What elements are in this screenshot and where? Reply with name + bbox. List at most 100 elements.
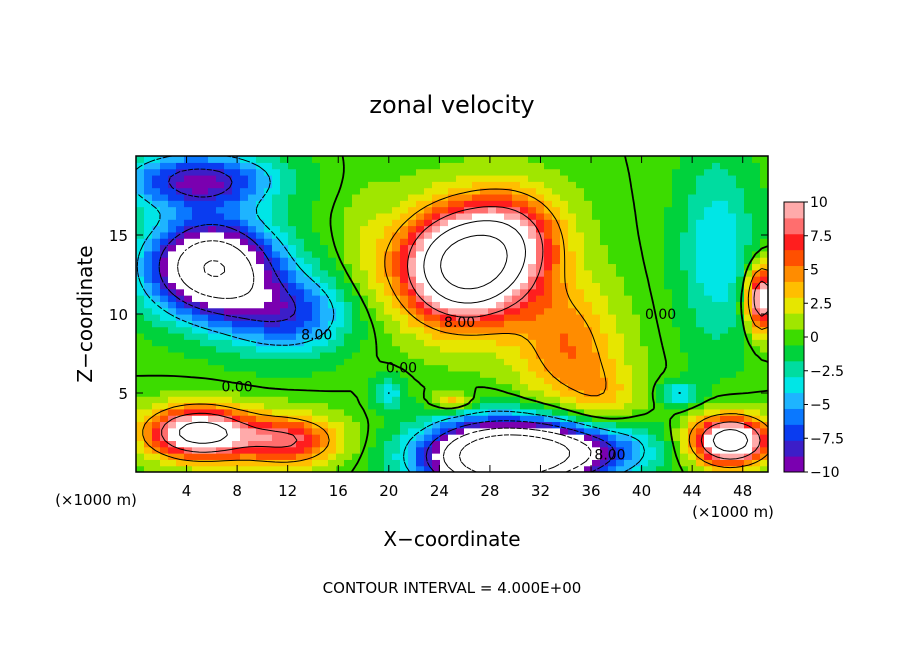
- heat-cell: [584, 156, 593, 163]
- heat-cell: [512, 314, 521, 321]
- heat-cell: [248, 174, 257, 182]
- heat-cell: [272, 446, 281, 454]
- heat-cell: [304, 396, 313, 404]
- heat-cell: [184, 250, 193, 258]
- heat-cell: [432, 276, 441, 283]
- heat-cell: [632, 282, 641, 290]
- heat-cell: [392, 301, 401, 309]
- heat-cell: [480, 389, 489, 397]
- heat-cell: [384, 326, 393, 334]
- heat-cell: [456, 200, 465, 208]
- heat-cell: [424, 206, 433, 214]
- heat-cell: [680, 320, 689, 328]
- heat-cell: [136, 459, 145, 467]
- heat-cell: [752, 156, 761, 163]
- heat-cell: [616, 181, 625, 189]
- heat-cell: [760, 238, 768, 246]
- heat-cell: [216, 231, 225, 239]
- heat-cell: [704, 212, 713, 220]
- heat-cell: [264, 282, 273, 290]
- heat-cell: [344, 440, 353, 448]
- heat-cell: [728, 231, 737, 239]
- heat-cell: [288, 257, 297, 265]
- heat-cell: [160, 377, 169, 385]
- heat-cell: [448, 225, 457, 233]
- heat-cell: [192, 282, 201, 290]
- heat-cell: [696, 453, 705, 460]
- heat-cell: [176, 345, 185, 353]
- heat-cell: [624, 345, 633, 353]
- heat-cell: [240, 402, 249, 410]
- heat-cell: [264, 383, 273, 391]
- heat-cell: [624, 288, 633, 296]
- heat-cell: [472, 187, 481, 195]
- heat-cell: [312, 244, 321, 252]
- heat-cell: [488, 206, 497, 214]
- heat-cell: [496, 434, 505, 441]
- heat-cell: [240, 231, 249, 239]
- heat-cell: [720, 288, 729, 296]
- heat-cell: [720, 345, 729, 353]
- heat-cell: [480, 162, 489, 170]
- heat-cell: [352, 364, 361, 372]
- heat-cell: [368, 206, 377, 214]
- heat-cell: [424, 288, 433, 296]
- heat-cell: [192, 332, 201, 340]
- heat-cell: [368, 244, 377, 252]
- heat-cell: [744, 402, 753, 410]
- heat-cell: [168, 219, 177, 227]
- heat-cell: [656, 307, 665, 315]
- heat-cell: [288, 408, 297, 416]
- heat-cell: [336, 446, 345, 454]
- heat-cell: [376, 377, 385, 385]
- heat-cell: [576, 351, 585, 359]
- heat-cell: [160, 193, 169, 201]
- heat-cell: [136, 187, 145, 195]
- heat-cell: [272, 383, 281, 391]
- heat-cell: [176, 295, 185, 302]
- heat-cell: [712, 389, 721, 397]
- heat-cell: [408, 231, 417, 239]
- heat-cell: [520, 295, 529, 302]
- heat-cell: [368, 288, 377, 296]
- heat-cell: [480, 168, 489, 176]
- heat-cell: [608, 465, 617, 472]
- heat-cell: [640, 301, 649, 309]
- heat-cell: [376, 269, 385, 277]
- heat-cell: [160, 288, 169, 296]
- heat-cell: [576, 320, 585, 328]
- heat-cell: [408, 276, 417, 283]
- heat-cell: [760, 263, 768, 271]
- heat-cell: [624, 383, 633, 391]
- heat-cell: [360, 459, 369, 467]
- heat-cell: [384, 383, 393, 391]
- heat-cell: [640, 187, 649, 195]
- heat-cell: [496, 263, 505, 271]
- heat-cell: [352, 465, 361, 472]
- heat-cell: [408, 440, 417, 448]
- heat-cell: [760, 187, 768, 195]
- heat-cell: [400, 351, 409, 359]
- heat-cell: [440, 276, 449, 283]
- heat-cell: [200, 206, 209, 214]
- heat-cell: [280, 446, 289, 454]
- heat-cell: [704, 408, 713, 416]
- heat-cell: [192, 326, 201, 334]
- heat-cell: [224, 307, 233, 315]
- heat-cell: [176, 314, 185, 321]
- heat-cell: [264, 339, 273, 347]
- heat-cell: [592, 212, 601, 220]
- heat-cell: [696, 408, 705, 416]
- heat-cell: [560, 288, 569, 296]
- heat-cell: [424, 257, 433, 265]
- heat-cell: [360, 238, 369, 246]
- heat-cell: [672, 459, 681, 467]
- heat-cell: [544, 212, 553, 220]
- heat-cell: [328, 244, 337, 252]
- heat-cell: [384, 181, 393, 189]
- heat-cell: [224, 434, 233, 441]
- heat-cell: [472, 434, 481, 441]
- heat-cell: [224, 364, 233, 372]
- heat-cell: [200, 301, 209, 309]
- heat-cell: [688, 200, 697, 208]
